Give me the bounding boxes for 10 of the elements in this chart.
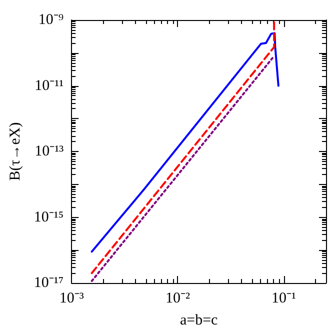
y-tick-label: 10⁻¹¹ (34, 78, 64, 94)
x-tick-label: 10⁻² (165, 290, 190, 306)
y-tick-label: 10⁻¹⁵ (34, 209, 64, 226)
x-axis-title: a=b=c (180, 312, 218, 328)
x-tick-label: 10⁻¹ (272, 290, 296, 306)
y-tick-label: 10⁻¹⁷ (34, 275, 64, 291)
x-tick-label: 10⁻³ (59, 290, 84, 306)
y-tick-label: 10⁻⁹ (38, 12, 64, 28)
y-axis-title: B(τ→eX) (8, 122, 24, 181)
y-tick-label: 10⁻¹³ (34, 144, 64, 160)
